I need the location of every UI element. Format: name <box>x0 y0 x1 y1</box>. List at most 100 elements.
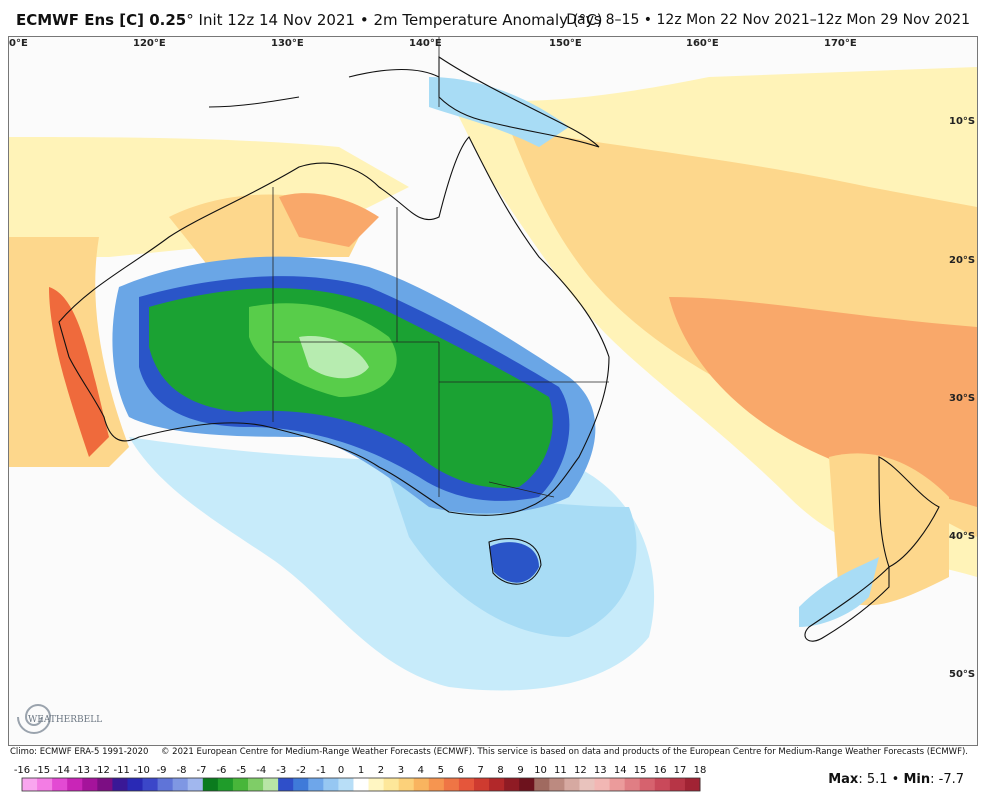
color-scale-tick: -1 <box>316 765 327 776</box>
color-scale-swatch <box>684 778 701 791</box>
lat-label-10s: 10°S <box>949 116 976 127</box>
max-value: : 5.1 <box>858 772 888 787</box>
color-scale-swatch <box>609 778 626 791</box>
australia-coastline <box>58 136 610 516</box>
nz-south-cool <box>799 557 879 627</box>
nsw-vic-border <box>488 481 555 498</box>
valid-period: Days 8–15 • 12z Mon 22 Nov 2021–12z Mon … <box>566 12 970 28</box>
state-borders <box>272 37 609 498</box>
color-scale-swatch <box>37 778 53 791</box>
color-scale-swatch <box>308 778 324 791</box>
color-scale-swatch <box>22 778 38 791</box>
color-scale-swatch <box>323 778 339 791</box>
color-scale-swatch <box>654 778 671 791</box>
color-scale-swatch <box>263 778 279 791</box>
color-scale-tick: -8 <box>176 765 187 776</box>
color-scale-tick: 17 <box>673 765 687 776</box>
color-scale-swatch <box>202 778 219 791</box>
anomaly-map <box>9 37 977 745</box>
lat-label-40s: 40°S <box>949 531 976 542</box>
color-scale-swatch <box>579 778 596 791</box>
color-scale-tick: 2 <box>377 765 385 776</box>
color-scale-tick: 16 <box>653 765 667 776</box>
weatherbell-logo: WEATHERBELL <box>17 704 102 734</box>
map-title: ECMWF Ens [C] 0.25° Init 12z 14 Nov 2021… <box>16 11 602 29</box>
min-label: Min <box>903 772 931 787</box>
color-scale-swatch <box>232 778 249 791</box>
color-scale-swatches <box>21 777 701 792</box>
color-scale-swatch <box>489 778 505 791</box>
color-scale-swatch <box>519 778 535 791</box>
color-scale-swatch <box>474 778 490 791</box>
color-scale-swatch <box>458 778 475 791</box>
color-scale-tick: -13 <box>73 765 90 776</box>
color-scale-swatch <box>413 778 430 791</box>
color-scale-swatch <box>293 778 309 791</box>
init-time: Init 12z 14 Nov 2021 <box>198 11 356 29</box>
color-scale-swatch <box>172 778 189 791</box>
color-scale-tick: -12 <box>93 765 110 776</box>
color-scale <box>21 777 701 792</box>
color-scale-swatch <box>549 778 565 791</box>
lon-label-150: 150°E <box>549 38 582 49</box>
color-scale-swatch <box>383 778 400 791</box>
color-scale-swatch <box>97 778 113 791</box>
color-scale-tick: -16 <box>13 765 31 776</box>
lon-label-170: 170°E <box>824 38 857 49</box>
color-scale-swatch <box>624 778 641 791</box>
color-scale-tick: 5 <box>437 765 444 776</box>
color-scale-swatch <box>368 778 385 791</box>
color-scale-tick: -11 <box>113 765 130 776</box>
color-scale-swatch <box>248 778 264 791</box>
map-panel: 0°E 120°E 130°E 140°E 150°E 160°E 170°E … <box>8 36 978 746</box>
title-bar: ECMWF Ens [C] 0.25° Init 12z 14 Nov 2021… <box>0 0 984 36</box>
lat-label-20s: 20°S <box>949 255 976 266</box>
color-scale-swatch <box>82 778 98 791</box>
color-scale-tick: 15 <box>633 765 647 776</box>
color-scale-tick: 6 <box>457 765 464 776</box>
color-scale-swatch <box>534 778 550 791</box>
lon-label-160: 160°E <box>686 38 719 49</box>
nz-north-coastline <box>878 456 940 568</box>
nz-south-coastline <box>804 565 890 642</box>
credits-bar: Climo: ECMWF ERA-5 1991-2020 © 2021 Euro… <box>8 745 976 759</box>
color-scale-swatch <box>278 778 294 791</box>
color-scale-swatch <box>217 778 234 791</box>
color-scale-tick: -3 <box>276 765 287 776</box>
color-scale-tick: 3 <box>397 765 405 776</box>
color-scale-tick: -4 <box>256 765 267 776</box>
bullet-sep: • <box>359 11 369 29</box>
color-scale-tick: 8 <box>497 765 504 776</box>
color-scale-swatch <box>52 778 68 791</box>
color-scale-swatch <box>353 778 370 791</box>
color-scale-tick: 14 <box>613 765 627 776</box>
color-scale-swatch <box>67 778 83 791</box>
color-scale-swatch <box>142 778 159 791</box>
color-scale-tick: -14 <box>53 765 71 776</box>
color-scale-tick: 0 <box>337 765 345 776</box>
color-scale-tick: -6 <box>216 765 227 776</box>
color-scale-tick: -15 <box>33 765 51 776</box>
warm-anomaly-kimberley <box>279 193 379 247</box>
png-cool <box>429 77 569 147</box>
timor-coastline <box>208 96 300 108</box>
logo-text: WEATHERBELL <box>28 715 102 725</box>
color-scale-tick: 4 <box>417 765 424 776</box>
model-name: ECMWF Ens [C] 0.25 <box>16 11 187 29</box>
color-scale-swatch <box>564 778 580 791</box>
color-scale-swatch <box>639 778 656 791</box>
color-scale-swatch <box>112 778 128 791</box>
color-scale-swatch <box>127 778 144 791</box>
stats-sep: • <box>891 772 900 787</box>
color-scale-swatch <box>338 778 354 791</box>
png-coastline <box>438 55 600 148</box>
color-scale-tick: -5 <box>236 765 247 776</box>
color-scale-swatch <box>157 778 174 791</box>
min-value: : -7.7 <box>930 772 964 787</box>
warm-anomaly-perth <box>49 287 109 457</box>
color-scale-tick: 11 <box>554 765 567 776</box>
max-min-readout: Max: 5.1 • Min: -7.7 <box>828 772 964 787</box>
color-scale-tick: 7 <box>477 765 484 776</box>
lon-label-110: 0°E <box>9 38 28 49</box>
copyright-note: © 2021 European Centre for Medium-Range … <box>160 747 968 757</box>
